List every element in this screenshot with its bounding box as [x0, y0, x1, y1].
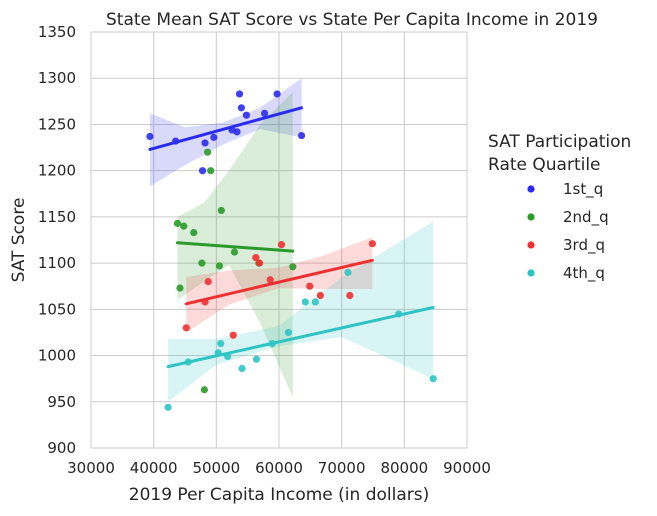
legend-label-4th_q: 4th_q	[563, 264, 605, 283]
y-tick-label: 1150	[38, 208, 76, 226]
data-point-2nd_q	[173, 219, 182, 227]
data-point-3rd_q	[182, 324, 190, 332]
confidence-band-4th_q	[168, 221, 434, 402]
data-point-3rd_q	[201, 298, 209, 306]
data-point-4th_q	[184, 358, 192, 366]
data-point-2nd_q	[198, 259, 206, 267]
data-point-1st_q	[235, 90, 244, 98]
legend-marker-1st_q	[527, 185, 535, 193]
data-point-3rd_q	[204, 278, 212, 286]
legend-marker-2nd_q	[527, 213, 535, 221]
data-point-4th_q	[217, 339, 225, 348]
regression-line-2nd_q	[175, 241, 295, 253]
data-point-4th_q	[301, 298, 309, 306]
y-tick-label: 1250	[38, 115, 76, 133]
data-point-1st_q	[210, 133, 218, 141]
data-point-2nd_q	[289, 263, 297, 271]
data-point-2nd_q	[176, 284, 184, 292]
data-point-4th_q	[429, 375, 437, 383]
x-tick-label: 40000	[130, 459, 178, 477]
data-point-3rd_q	[266, 276, 274, 284]
data-point-4th_q	[395, 310, 403, 318]
x-tick-label: 80000	[380, 459, 428, 477]
legend-marker-4th_q	[527, 269, 535, 277]
data-point-3rd_q	[316, 291, 324, 300]
data-point-3rd_q	[229, 331, 237, 339]
confidence-band-3rd_q	[186, 237, 373, 333]
legend-label-2nd_q: 2nd_q	[563, 208, 609, 227]
chart-title: State Mean SAT Score vs State Per Capita…	[106, 10, 598, 30]
confidence-band-1st_q	[149, 78, 302, 187]
confidence-band-2nd_q	[177, 92, 293, 398]
legend-title-line: Rate Quartile	[488, 155, 601, 175]
data-point-4th_q	[252, 355, 261, 363]
y-tick-label: 1350	[38, 23, 76, 41]
legend: SAT Participation Rate Quartile 1st_q 2nd_…	[488, 132, 631, 283]
data-point-2nd_q	[217, 206, 225, 215]
data-point-4th_q	[311, 298, 319, 306]
y-tick-label: 1000	[38, 347, 76, 365]
regression-line-3rd_q	[184, 258, 374, 306]
data-point-4th_q	[268, 339, 276, 348]
x-tick-label: 60000	[255, 459, 303, 477]
x-tick-label: 50000	[192, 459, 240, 477]
grid-lines	[90, 31, 468, 449]
data-point-3rd_q	[306, 282, 314, 290]
data-point-1st_q	[242, 111, 251, 119]
legend-marker-3rd_q	[527, 241, 535, 249]
data-point-2nd_q	[190, 229, 198, 237]
legend-title-line: SAT Participation	[488, 132, 631, 152]
plot-area	[90, 31, 468, 449]
x-tick-label: 70000	[318, 459, 366, 477]
confidence-bands	[149, 78, 434, 402]
data-point-3rd_q	[346, 291, 354, 300]
y-axis-label: SAT Score	[9, 198, 29, 283]
y-tick-label: 950	[47, 393, 76, 411]
data-point-1st_q	[273, 90, 281, 98]
data-point-1st_q	[172, 137, 180, 145]
data-points	[146, 90, 437, 411]
data-point-3rd_q	[255, 259, 264, 267]
y-tick-label: 900	[47, 439, 76, 457]
data-point-3rd_q	[368, 240, 376, 248]
data-point-4th_q	[214, 349, 222, 357]
data-point-2nd_q	[203, 148, 212, 156]
x-tick-label: 30000	[67, 459, 115, 477]
x-tick-label: 90000	[443, 459, 491, 477]
data-point-2nd_q	[230, 248, 239, 256]
data-point-1st_q	[146, 132, 154, 141]
y-tick-label: 1200	[38, 162, 76, 180]
data-point-1st_q	[198, 167, 207, 175]
legend-label-3rd_q: 3rd_q	[563, 236, 605, 255]
data-point-4th_q	[224, 352, 232, 361]
legend-label-1st_q: 1st_q	[563, 180, 603, 199]
y-tick-label: 1100	[38, 254, 76, 272]
data-point-4th_q	[284, 328, 292, 337]
data-point-2nd_q	[215, 262, 224, 270]
data-point-3rd_q	[252, 253, 260, 262]
data-point-1st_q	[201, 139, 209, 147]
x-axis-label: 2019 Per Capita Income (in dollars)	[129, 485, 429, 505]
y-tick-label: 1050	[38, 300, 76, 318]
data-point-1st_q	[237, 104, 245, 112]
y-tick-labels: 900 950 1000 1050 1100 1150 1200 1250 1300 1350	[38, 23, 76, 457]
data-point-1st_q	[297, 131, 306, 140]
data-point-4th_q	[238, 364, 246, 373]
y-tick-label: 1300	[38, 69, 76, 87]
legend-title: SAT Participation Rate Quartile	[488, 132, 631, 175]
regression-line-4th_q	[166, 305, 435, 369]
data-point-4th_q	[164, 403, 172, 411]
data-point-1st_q	[260, 109, 269, 117]
data-point-2nd_q	[200, 386, 209, 394]
data-point-2nd_q	[180, 222, 188, 230]
data-point-2nd_q	[207, 167, 215, 175]
data-point-1st_q	[233, 128, 241, 136]
data-point-4th_q	[344, 268, 352, 276]
data-point-3rd_q	[277, 241, 286, 249]
x-tick-labels: 30000 40000 50000 60000 70000 80000 90000	[67, 459, 491, 477]
